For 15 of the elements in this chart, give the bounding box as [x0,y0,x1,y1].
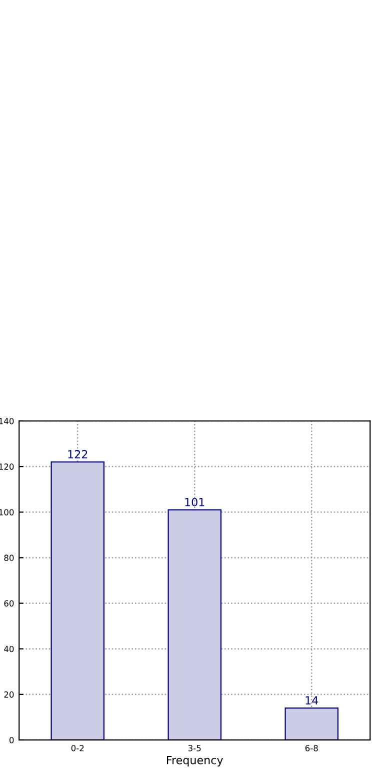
bar [284,708,338,740]
data-label: 122 [68,450,88,458]
x-tick-label: 6-8 [305,744,318,752]
bar [50,461,104,740]
y-tick-label: 40 [4,646,14,652]
y-tick-label: 80 [4,554,14,561]
y-tick-label: 0 [9,736,14,744]
x-tick-label: 3-5 [188,744,201,752]
x-axis-title: Frequency [167,756,223,766]
x-tick-label: 0-2 [71,744,84,752]
y-tick-label: 60 [4,600,14,607]
y-tick-label: 20 [4,691,14,698]
data-label: 14 [306,696,318,704]
bar [168,509,222,740]
data-label: 101 [185,498,204,506]
